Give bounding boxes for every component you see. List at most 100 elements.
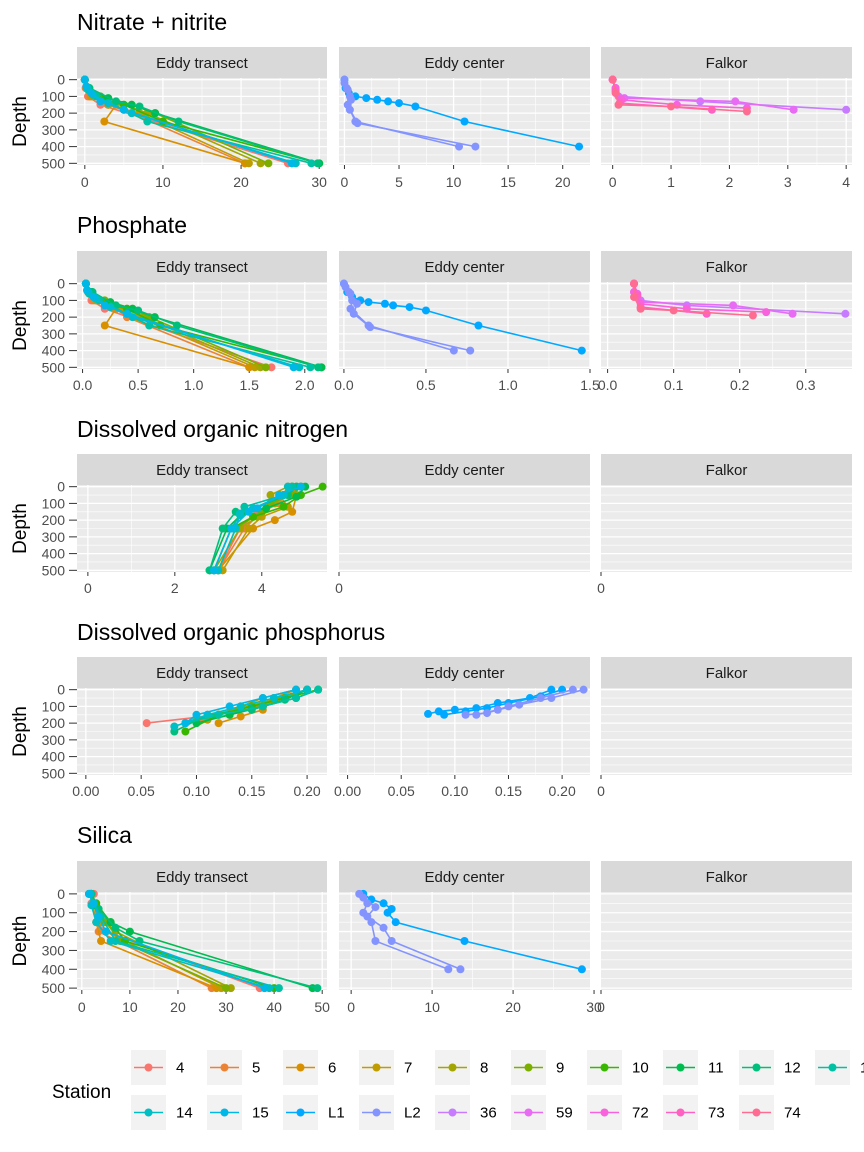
- data-point-station-10: [279, 502, 288, 511]
- data-point-station-6: [236, 712, 245, 721]
- x-tick-label: 0.00: [72, 783, 99, 799]
- x-tick-label: 10: [155, 174, 171, 190]
- y-tick-label: 400: [42, 139, 66, 155]
- data-point-station-15: [244, 507, 253, 516]
- x-tick-label: 20: [233, 174, 249, 190]
- data-point-station-13: [307, 159, 316, 168]
- data-point-station-72: [762, 308, 771, 317]
- data-point-station-12: [218, 524, 227, 533]
- data-point-station-74: [608, 75, 617, 84]
- x-tick-label: 40: [266, 999, 282, 1015]
- x-tick-label: 2.0: [295, 377, 315, 393]
- data-point-station-15: [85, 889, 94, 898]
- data-point-station-15: [227, 524, 236, 533]
- data-point-station-74: [742, 107, 751, 116]
- panel-row-3: Dissolved organic phosphorusDepth0100200…: [10, 619, 852, 799]
- data-point-station-14: [170, 722, 179, 731]
- legend: Station 4 5 6 7 8 9 10 11 12 13 14 15 L1 L2 36 59 72 73 74: [52, 1050, 864, 1130]
- facet-strip-label: Eddy transect: [156, 462, 249, 479]
- data-point-station-4: [142, 719, 151, 728]
- facet-strip: [601, 454, 852, 485]
- data-point-station-12: [112, 97, 121, 106]
- data-point-station-L2: [579, 685, 588, 694]
- data-point-station-15: [80, 75, 89, 84]
- data-point-station-L1: [395, 99, 404, 108]
- data-point-station-74: [667, 102, 676, 111]
- x-tick-label: 20: [505, 999, 521, 1015]
- data-point-station-15: [87, 89, 96, 98]
- facet-strip: [77, 657, 327, 688]
- data-point-station-74: [636, 304, 645, 313]
- data-point-station-15: [101, 927, 110, 936]
- y-tick-label: 300: [42, 122, 66, 138]
- y-tick-label: 400: [42, 961, 66, 977]
- legend-label: 8: [480, 1060, 488, 1077]
- legend-label: 74: [784, 1105, 801, 1122]
- data-point-station-59: [789, 105, 798, 114]
- data-point-station-L1: [380, 299, 389, 308]
- data-point-station-L2: [456, 965, 465, 974]
- data-point-station-9: [264, 159, 273, 168]
- legend-key-point: [524, 1063, 533, 1072]
- data-point-station-15: [225, 702, 234, 711]
- y-tick-label: 200: [42, 924, 66, 940]
- y-tick-label: 0: [57, 682, 65, 698]
- data-point-station-L2: [568, 685, 577, 694]
- x-tick-label: 0: [81, 174, 89, 190]
- y-tick-label: 300: [42, 732, 66, 748]
- data-point-station-36: [842, 105, 851, 114]
- data-point-station-59: [731, 97, 740, 106]
- row-title: Silica: [77, 822, 132, 848]
- data-point-station-L2: [340, 79, 349, 88]
- x-tick-label: 2: [171, 580, 179, 596]
- data-point-station-7: [244, 524, 253, 533]
- legend-label: 4: [176, 1060, 184, 1077]
- facet-strip-label: Eddy transect: [156, 55, 249, 72]
- data-point-station-14: [303, 685, 312, 694]
- y-axis-title: Depth: [10, 916, 31, 967]
- x-tick-label: 0.05: [128, 783, 155, 799]
- x-tick-label: 10: [424, 999, 440, 1015]
- y-tick-label: 500: [42, 155, 66, 171]
- y-tick-label: 100: [42, 292, 66, 308]
- panel-row-2: Dissolved organic nitrogenDepth010020030…: [10, 416, 852, 596]
- facet-strip: [601, 251, 852, 282]
- y-tick-label: 100: [42, 698, 66, 714]
- x-tick-label: 0.5: [416, 377, 436, 393]
- legend-label: 11: [708, 1060, 724, 1077]
- data-point-station-13: [292, 694, 301, 703]
- facet-strip: [77, 454, 327, 485]
- panel-row-0: Nitrate + nitriteDepth0100200300400500Ed…: [10, 9, 852, 190]
- legend-label: 13: [860, 1060, 864, 1077]
- facet-strip: [77, 861, 327, 892]
- legend-key-point: [372, 1063, 381, 1072]
- data-point-station-L1: [384, 97, 393, 106]
- y-axis-title: Depth: [10, 300, 31, 351]
- data-point-station-59: [788, 309, 797, 318]
- data-point-station-L2: [346, 289, 355, 298]
- y-tick-label: 200: [42, 512, 66, 528]
- data-point-station-L1: [577, 346, 586, 355]
- data-point-station-15: [258, 694, 267, 703]
- row-title: Phosphate: [77, 212, 187, 238]
- data-point-station-74: [611, 89, 620, 98]
- legend-label: 59: [556, 1105, 573, 1122]
- data-point-station-L2: [536, 694, 545, 703]
- y-tick-label: 400: [42, 749, 66, 765]
- x-tick-label: 0: [347, 999, 355, 1015]
- row-title: Dissolved organic nitrogen: [77, 416, 348, 442]
- y-tick-label: 0: [57, 276, 65, 292]
- data-point-station-L1: [362, 94, 371, 103]
- y-tick-label: 500: [42, 562, 66, 578]
- x-tick-label: 1.5: [239, 377, 259, 393]
- data-point-station-L2: [472, 710, 481, 719]
- x-tick-label: 0: [84, 580, 92, 596]
- legend-label: 73: [708, 1105, 725, 1122]
- legend-key-point: [220, 1063, 229, 1072]
- data-point-station-L1: [405, 303, 414, 312]
- y-tick-label: 300: [42, 942, 66, 958]
- facet-strip: [77, 47, 327, 78]
- legend-key-point: [296, 1063, 305, 1072]
- x-tick-label: 1.0: [498, 377, 518, 393]
- data-point-station-6: [270, 516, 279, 525]
